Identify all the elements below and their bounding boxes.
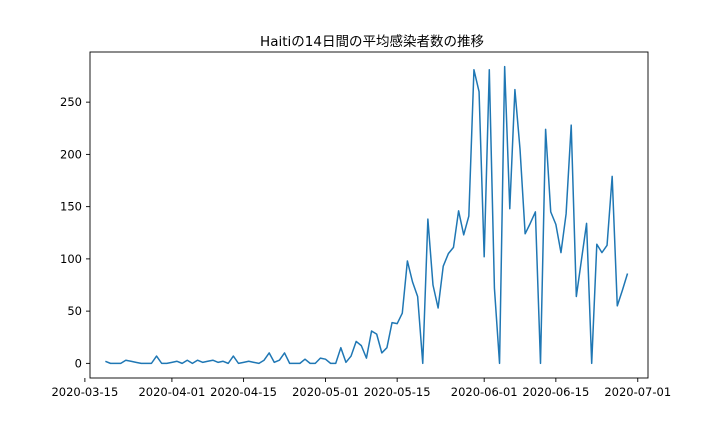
- x-tick-label: 2020-06-01: [451, 385, 518, 399]
- x-tick-label: 2020-04-01: [138, 385, 205, 399]
- x-tick-label: 2020-05-01: [292, 385, 359, 399]
- x-tick-label: 2020-06-15: [522, 385, 589, 399]
- y-tick-label: 100: [60, 252, 82, 266]
- x-axis: 2020-03-15 2020-04-01 2020-04-15 2020-05-01…: [51, 378, 671, 399]
- y-axis: 0 50 100 150 200 250: [60, 95, 90, 370]
- plot-area: [105, 65, 629, 365]
- y-tick-label: 150: [60, 200, 82, 214]
- y-tick-label: 0: [75, 356, 82, 370]
- plot-frame: [89, 51, 649, 379]
- y-tick-label: 250: [60, 95, 82, 109]
- chart-title: Haitiの14日間の平均感染者数の推移: [260, 33, 484, 50]
- x-tick-label: 2020-04-15: [210, 385, 277, 399]
- x-tick-label: 2020-07-01: [604, 385, 671, 399]
- x-tick-label: 2020-05-15: [364, 385, 431, 399]
- series-line: [105, 65, 629, 365]
- y-tick-label: 200: [60, 147, 82, 161]
- x-tick-label: 2020-03-15: [51, 385, 118, 399]
- y-tick-label: 50: [67, 304, 82, 318]
